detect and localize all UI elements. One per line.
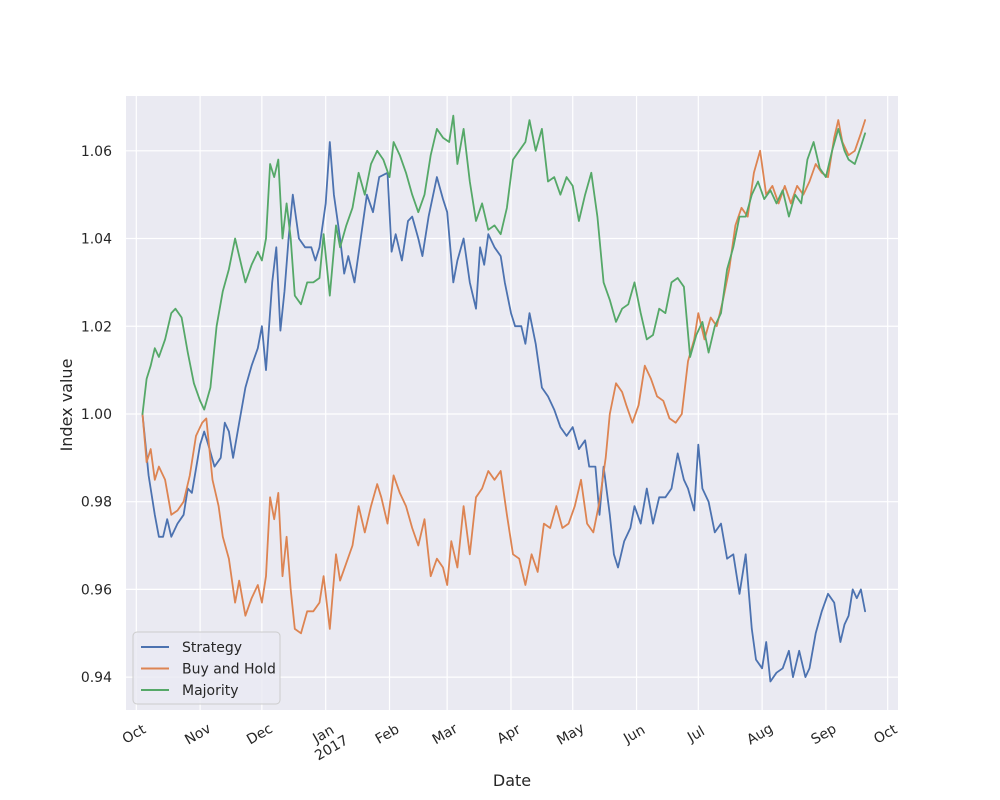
- x-tick: Oct: [120, 721, 149, 747]
- y-tick-label: 0.94: [81, 670, 112, 686]
- x-tick-label: Feb: [373, 721, 403, 747]
- series-line-strategy: [141, 141, 866, 683]
- x-tick-label: Oct: [120, 721, 149, 747]
- x-tick-label: May: [554, 720, 587, 748]
- legend-label: Strategy: [182, 640, 242, 656]
- plot-background: [126, 96, 898, 710]
- grid: [126, 96, 898, 710]
- y-tick-label: 0.98: [81, 495, 112, 511]
- y-axis-ticks: 0.94 0.96 0.98 1.00 1.02 1.04 1.06: [81, 144, 112, 686]
- y-axis-title: Index value: [57, 359, 76, 452]
- x-tick-label: Sep: [809, 721, 840, 748]
- series-line-majority: [141, 114, 866, 415]
- x-tick: Apr: [494, 721, 523, 747]
- x-tick: Nov: [182, 721, 214, 749]
- x-tick: Aug: [744, 721, 776, 749]
- x-tick-label: Jun: [620, 722, 648, 747]
- y-tick-label: 1.06: [81, 144, 112, 160]
- legend-label: Buy and Hold: [182, 662, 276, 678]
- series-line-buy-and-hold: [141, 119, 866, 635]
- series-lines: [141, 114, 866, 683]
- x-tick: Mar: [430, 721, 461, 748]
- x-tick-label: Jul: [684, 723, 708, 746]
- y-tick-label: 1.04: [81, 232, 112, 248]
- legend: Strategy Buy and Hold Majority: [132, 631, 281, 705]
- x-tick-label: Mar: [430, 721, 461, 748]
- x-tick: Jun: [620, 722, 648, 747]
- x-tick: Sep: [809, 721, 840, 748]
- x-tick: May: [554, 720, 587, 748]
- x-tick: Feb: [373, 721, 403, 747]
- y-tick-label: 0.96: [81, 582, 112, 598]
- x-tick-label: Dec: [244, 721, 275, 748]
- x-tick-label: Aug: [744, 721, 776, 749]
- legend-box: [132, 631, 281, 705]
- x-axis-title: Date: [493, 771, 531, 790]
- x-tick: Oct: [871, 721, 900, 747]
- x-tick-label: Nov: [182, 721, 214, 749]
- legend-label: Majority: [182, 683, 239, 699]
- y-tick-label: 1.00: [81, 407, 112, 423]
- y-tick-label: 1.02: [81, 319, 112, 335]
- x-tick-label: Apr: [494, 721, 523, 747]
- x-tick: Jul: [684, 723, 708, 746]
- x-tick-label: Oct: [871, 721, 900, 747]
- x-tick: Dec: [244, 721, 275, 748]
